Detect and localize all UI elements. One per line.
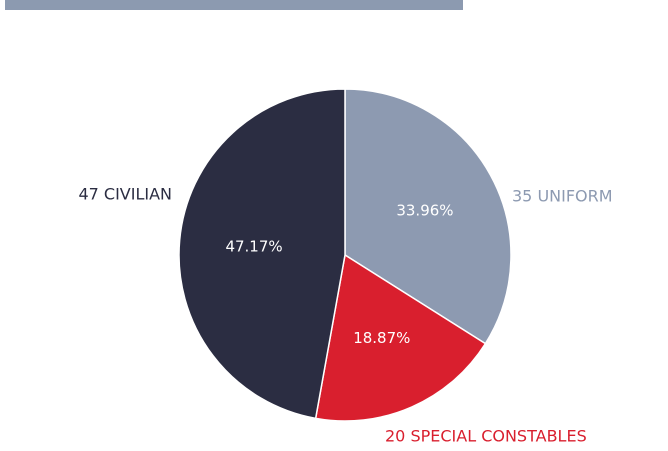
slice-category-label: 47 CIVILIAN: [78, 185, 172, 204]
slice-category-label: 20 SPECIAL CONSTABLES: [385, 427, 587, 446]
pie-slice: [178, 88, 346, 420]
pie-slice: [314, 253, 487, 422]
slice-value-label: 33.96%: [396, 201, 453, 219]
slice-category-label: 35 UNIFORM: [512, 187, 613, 206]
slice-value-label: 18.87%: [353, 329, 410, 347]
header-bar: [5, 0, 463, 10]
slice-value-label: 47.17%: [225, 237, 282, 255]
pie-slice: [344, 88, 512, 345]
